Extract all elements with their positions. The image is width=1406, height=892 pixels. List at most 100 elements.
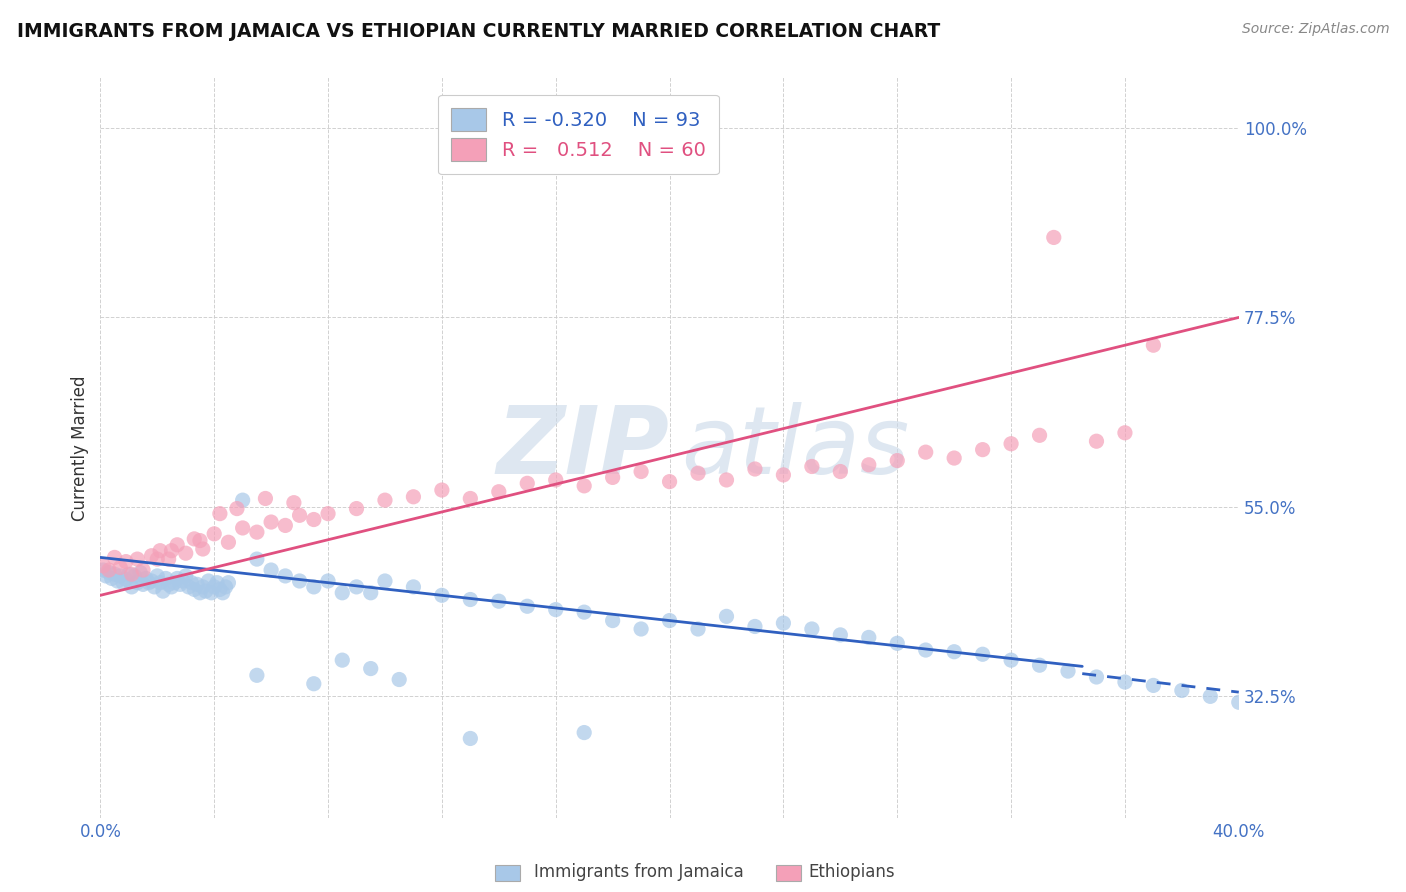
Point xyxy=(302,512,325,526)
Point xyxy=(488,594,510,608)
Point xyxy=(914,643,936,657)
Point xyxy=(658,614,681,628)
Point xyxy=(330,586,353,600)
Point xyxy=(1028,428,1050,442)
Point xyxy=(283,496,305,510)
Point xyxy=(316,574,339,588)
Point xyxy=(211,586,233,600)
Point xyxy=(200,586,222,600)
Point xyxy=(430,483,453,497)
Point xyxy=(274,569,297,583)
Point xyxy=(360,586,382,600)
Point xyxy=(110,569,132,583)
Point xyxy=(132,563,155,577)
Point xyxy=(138,575,160,590)
Point xyxy=(914,445,936,459)
Point xyxy=(830,628,852,642)
Point xyxy=(943,645,966,659)
Point xyxy=(121,567,143,582)
Point xyxy=(146,552,169,566)
Point xyxy=(302,677,325,691)
Point xyxy=(346,580,368,594)
Point xyxy=(202,580,225,594)
Point xyxy=(658,475,681,489)
Point xyxy=(127,552,149,566)
Point xyxy=(402,580,425,594)
Point xyxy=(103,550,125,565)
Point xyxy=(208,582,231,597)
Point xyxy=(602,614,624,628)
Point xyxy=(602,470,624,484)
Point xyxy=(197,574,219,588)
Point xyxy=(127,575,149,590)
Point xyxy=(163,575,186,590)
Point xyxy=(141,574,163,588)
Point xyxy=(374,493,396,508)
Point xyxy=(886,453,908,467)
Point xyxy=(100,572,122,586)
Point xyxy=(172,574,194,588)
Point xyxy=(157,552,180,566)
Point xyxy=(124,569,146,583)
Point xyxy=(1171,683,1194,698)
Point xyxy=(972,647,994,661)
Point xyxy=(972,442,994,457)
Point xyxy=(246,525,269,540)
Point xyxy=(246,552,269,566)
Point xyxy=(460,491,482,506)
Point xyxy=(1227,695,1250,709)
Text: Source: ZipAtlas.com: Source: ZipAtlas.com xyxy=(1241,22,1389,37)
Point xyxy=(112,575,135,590)
Point xyxy=(132,577,155,591)
Point xyxy=(205,575,228,590)
Point xyxy=(374,574,396,588)
Point xyxy=(744,462,766,476)
Point xyxy=(1142,338,1164,352)
Point xyxy=(141,549,163,563)
Point xyxy=(149,543,172,558)
Point xyxy=(630,622,652,636)
Point xyxy=(188,533,211,548)
Point xyxy=(1085,670,1108,684)
Point xyxy=(94,569,117,583)
Point xyxy=(169,577,191,591)
Point xyxy=(346,501,368,516)
Point xyxy=(516,476,538,491)
Point xyxy=(110,560,132,574)
Point xyxy=(129,566,152,580)
Point xyxy=(572,605,595,619)
Point xyxy=(1042,230,1064,244)
Point xyxy=(1028,658,1050,673)
Text: Immigrants from Jamaica: Immigrants from Jamaica xyxy=(534,863,744,881)
Point xyxy=(572,725,595,739)
Point xyxy=(107,574,129,588)
Point xyxy=(174,546,197,560)
Point xyxy=(360,662,382,676)
Point xyxy=(716,609,738,624)
Point xyxy=(744,619,766,633)
Point xyxy=(208,507,231,521)
Point xyxy=(97,563,120,577)
Point xyxy=(226,501,249,516)
Point xyxy=(830,465,852,479)
Point xyxy=(430,588,453,602)
Point xyxy=(160,580,183,594)
Legend: R = -0.320    N = 93, R =   0.512    N = 60: R = -0.320 N = 93, R = 0.512 N = 60 xyxy=(437,95,720,175)
Point xyxy=(1057,664,1080,678)
Point xyxy=(143,580,166,594)
Point xyxy=(330,653,353,667)
Point xyxy=(186,577,208,591)
Point xyxy=(254,491,277,506)
Point xyxy=(572,479,595,493)
Point xyxy=(544,602,567,616)
Point xyxy=(166,572,188,586)
Point xyxy=(460,731,482,746)
Point xyxy=(302,580,325,594)
Point xyxy=(1114,675,1136,690)
Y-axis label: Currently Married: Currently Married xyxy=(72,376,89,521)
Point xyxy=(516,599,538,614)
Point xyxy=(316,507,339,521)
Point xyxy=(121,580,143,594)
Point xyxy=(246,668,269,682)
Point xyxy=(858,458,880,472)
